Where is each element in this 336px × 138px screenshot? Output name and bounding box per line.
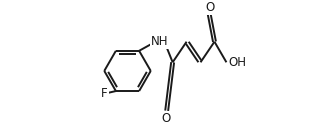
Text: F: F — [101, 87, 108, 100]
Text: NH: NH — [151, 35, 168, 48]
Text: O: O — [205, 1, 214, 14]
Text: OH: OH — [228, 56, 246, 69]
Text: O: O — [161, 112, 171, 125]
